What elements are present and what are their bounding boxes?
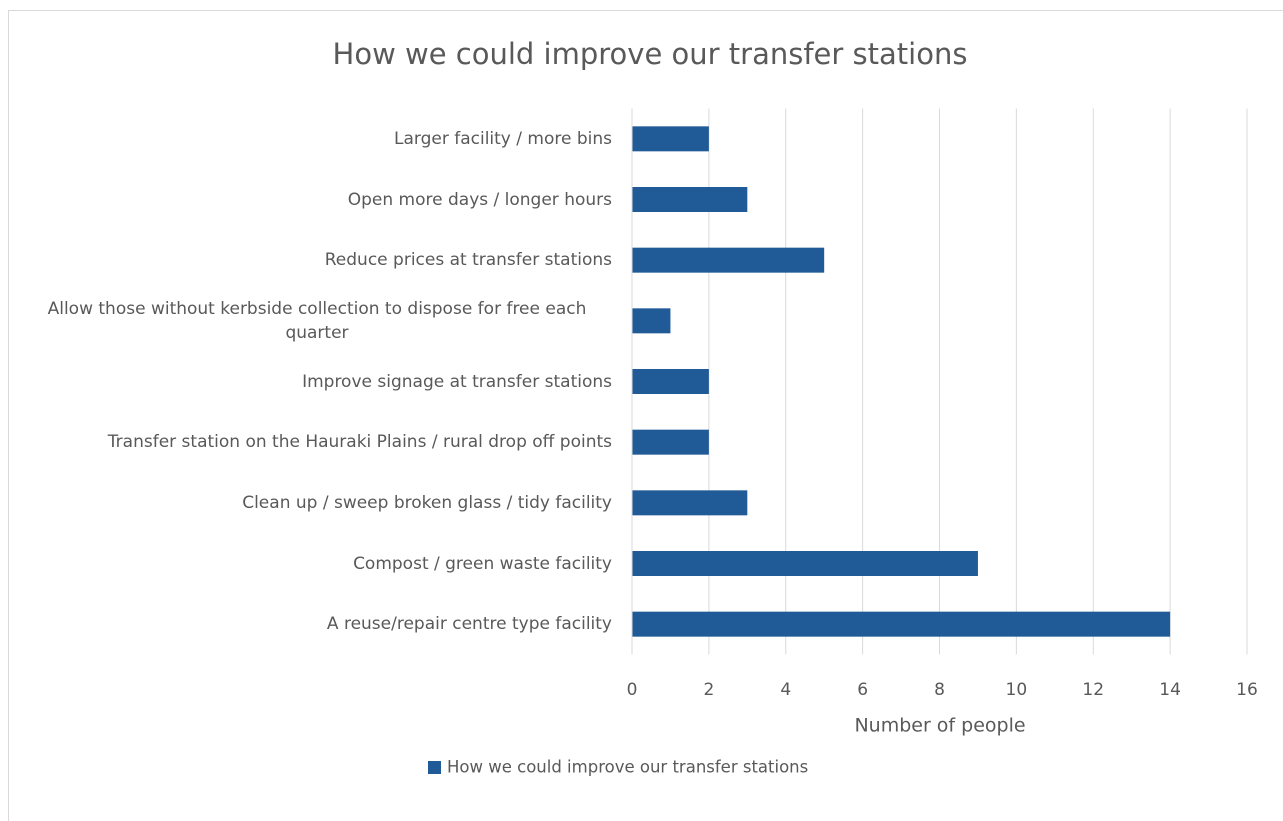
bar [632,247,825,273]
y-tick-label: Clean up / sweep broken glass / tidy fac… [242,492,612,513]
y-tick-label: Reduce prices at transfer stations [324,250,612,271]
x-tick-label: 4 [780,680,791,700]
bar [632,369,709,394]
y-tick-label: Transfer station on the Hauraki Plains /… [107,432,612,453]
x-tick-label: 8 [934,680,945,700]
bar [632,611,1171,637]
bar [632,551,978,576]
x-tick-label: 0 [627,680,638,700]
x-tick-label: 16 [1236,680,1258,700]
x-tick-label: 6 [857,680,868,700]
x-tick-label: 2 [703,680,714,700]
x-tick-label: 12 [1082,680,1104,700]
y-tick-label: Compost / green waste facility [353,553,612,574]
bar [632,187,748,212]
bar [632,429,709,455]
x-tick-label: 10 [1006,680,1028,700]
bar [632,308,671,334]
y-tick-label: Improve signage at transfer stations [302,371,612,392]
x-axis-title: Number of people [854,715,1025,737]
y-tick-label: Allow those without kerbside collection … [47,298,587,343]
legend-swatch [428,761,441,774]
legend-label: How we could improve our transfer statio… [447,758,808,777]
bar [632,126,709,152]
chart-title: How we could improve our transfer statio… [333,37,968,71]
y-tick-label: Larger facility / more bins [394,128,612,149]
bar [632,490,748,516]
x-tick-label: 14 [1159,680,1181,700]
y-tick-label: Open more days / longer hours [347,189,612,210]
y-tick-label: A reuse/repair centre type facility [326,614,612,635]
chart-border [8,10,1283,821]
